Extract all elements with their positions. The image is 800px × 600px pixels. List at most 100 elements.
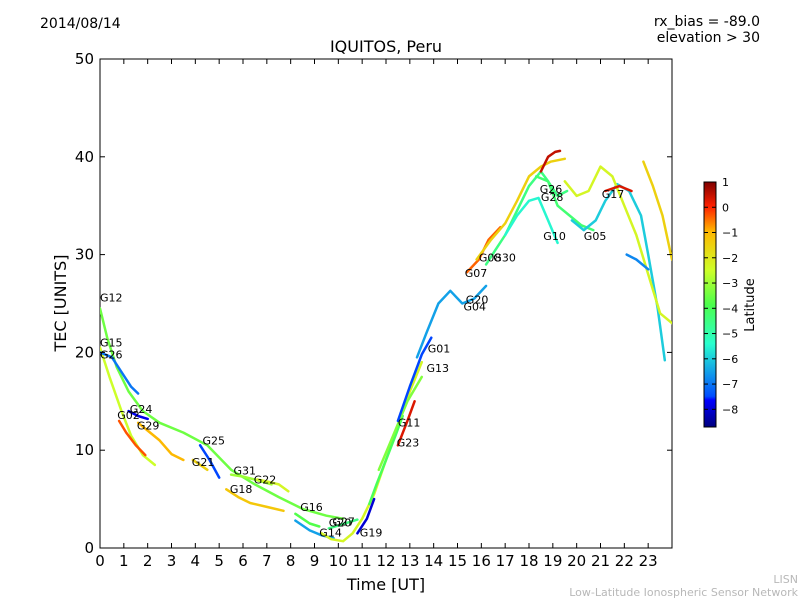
x-tick-label: 10 bbox=[329, 552, 348, 570]
series-G09 bbox=[642, 160, 672, 261]
chart-date: 2014/08/14 bbox=[40, 16, 121, 32]
series-G26b bbox=[539, 149, 562, 173]
point-label: G26 bbox=[100, 348, 123, 361]
point-label: G29 bbox=[137, 420, 160, 433]
series-G21 bbox=[191, 458, 209, 472]
x-tick-label: 23 bbox=[639, 552, 658, 570]
x-tick-label: 16 bbox=[472, 552, 491, 570]
y-tick-label: 50 bbox=[75, 50, 94, 68]
point-label: G05 bbox=[584, 230, 607, 243]
point-label: G24 bbox=[130, 403, 153, 416]
series-G06 bbox=[475, 157, 567, 261]
colorbar-ticks: 1 0 −1 −2 −3 −4 −5 −6 −7 −8 bbox=[704, 176, 738, 416]
colorbar-tick-label: −3 bbox=[722, 277, 738, 290]
point-label: G08 bbox=[479, 251, 502, 264]
x-tick-label: 7 bbox=[262, 552, 272, 570]
x-tick-label: 0 bbox=[95, 552, 105, 570]
y-tick-label: 0 bbox=[84, 539, 94, 557]
x-tick-label: 5 bbox=[214, 552, 224, 570]
x-tick-label: 15 bbox=[448, 552, 467, 570]
series-G16 bbox=[294, 512, 321, 528]
point-label: G01 bbox=[428, 342, 451, 355]
point-label: G17 bbox=[602, 188, 625, 201]
series-G25 bbox=[198, 444, 221, 479]
point-label: G28 bbox=[541, 191, 564, 204]
colorbar-label: Latitude bbox=[743, 278, 758, 332]
series-G30 bbox=[484, 170, 569, 266]
colorbar-tick-label: −1 bbox=[722, 227, 738, 240]
series-G20 bbox=[327, 518, 359, 530]
series-G17 bbox=[563, 165, 672, 325]
chart-title: IQUITOS, Peru bbox=[330, 37, 442, 56]
series-G13 bbox=[377, 375, 424, 472]
x-tick-label: 12 bbox=[376, 552, 395, 570]
point-label: G23 bbox=[397, 436, 420, 449]
colorbar-tick-label: −6 bbox=[722, 353, 738, 366]
point-label: G26 bbox=[540, 183, 563, 196]
series-G19 bbox=[356, 497, 376, 535]
plot-frame bbox=[99, 58, 673, 549]
x-tick-label: 13 bbox=[400, 552, 419, 570]
point-label: G07 bbox=[465, 267, 488, 280]
x-tick-label: 8 bbox=[286, 552, 296, 570]
series-G22 bbox=[256, 478, 290, 493]
point-label: G20 bbox=[466, 294, 489, 307]
credit-org-short: LISN bbox=[773, 573, 798, 586]
x-tick-label: 22 bbox=[615, 552, 634, 570]
series-G18 bbox=[225, 488, 285, 513]
colorbar-tick-label: −8 bbox=[722, 403, 738, 416]
point-label: G27 bbox=[332, 516, 355, 529]
point-label: G04 bbox=[464, 300, 487, 313]
x-tick-label: 18 bbox=[519, 552, 538, 570]
point-label: G21 bbox=[192, 456, 215, 469]
x-tick-label: 3 bbox=[167, 552, 177, 570]
series-layer bbox=[100, 149, 672, 543]
series-G23 bbox=[396, 400, 416, 447]
y-tick-label: 20 bbox=[75, 343, 94, 361]
x-tick-label: 9 bbox=[310, 552, 320, 570]
point-label: G13 bbox=[427, 362, 450, 375]
y-tick-label: 40 bbox=[75, 148, 94, 166]
series-G26 bbox=[100, 351, 140, 395]
series-G02 bbox=[117, 419, 147, 457]
series-G29 bbox=[136, 421, 185, 462]
x-tick-label: 11 bbox=[353, 552, 372, 570]
point-label: G02 bbox=[117, 409, 140, 422]
rx-bias-label: rx_bias = -89.0 bbox=[653, 14, 760, 30]
series-G04 bbox=[415, 284, 488, 359]
point-label: G19 bbox=[360, 526, 383, 539]
colorbar-tick-label: −4 bbox=[722, 302, 738, 315]
x-tick-label: 1 bbox=[119, 552, 129, 570]
colorbar-tick-label: −2 bbox=[722, 252, 738, 265]
point-labels: G12G15G26G24G02G29G25G21G31G22G18G16G27G… bbox=[100, 183, 624, 539]
point-label: G30 bbox=[493, 251, 516, 264]
x-axis-label: Time [UT] bbox=[346, 575, 425, 594]
point-label: G10 bbox=[543, 230, 566, 243]
colorbar-tick-label: 1 bbox=[722, 176, 729, 189]
credit-org-full: Low-Latitude Ionospheric Sensor Network bbox=[569, 586, 798, 599]
x-tick-label: 19 bbox=[543, 552, 562, 570]
point-label: G20 bbox=[329, 517, 352, 530]
point-label: G11 bbox=[398, 417, 421, 430]
series-G13b bbox=[625, 253, 650, 271]
x-tick-label: 2 bbox=[143, 552, 153, 570]
series-G24 bbox=[127, 409, 149, 421]
point-label: G25 bbox=[203, 434, 226, 447]
colorbar-tick-label: −5 bbox=[722, 328, 738, 341]
credit: LISN Low-Latitude Ionospheric Sensor Net… bbox=[569, 573, 798, 599]
colorbar-gradient bbox=[703, 181, 717, 428]
y-tick-label: 30 bbox=[75, 246, 94, 264]
y-axis: 0 10 20 30 40 50 bbox=[75, 50, 672, 557]
series-G11 bbox=[368, 414, 404, 506]
colorbar-tick-label: −7 bbox=[722, 378, 738, 391]
series-G28 bbox=[503, 196, 559, 245]
y-axis-label: TEC [UNITS] bbox=[51, 255, 70, 353]
series-G10 bbox=[534, 175, 595, 232]
point-label: G15 bbox=[100, 337, 123, 350]
x-tick-label: 6 bbox=[238, 552, 248, 570]
colorbar-tick-label: 0 bbox=[722, 201, 729, 214]
x-tick-label: 21 bbox=[591, 552, 610, 570]
x-tick-label: 4 bbox=[191, 552, 201, 570]
series-G18b bbox=[604, 184, 633, 193]
point-label: G12 bbox=[100, 292, 123, 305]
